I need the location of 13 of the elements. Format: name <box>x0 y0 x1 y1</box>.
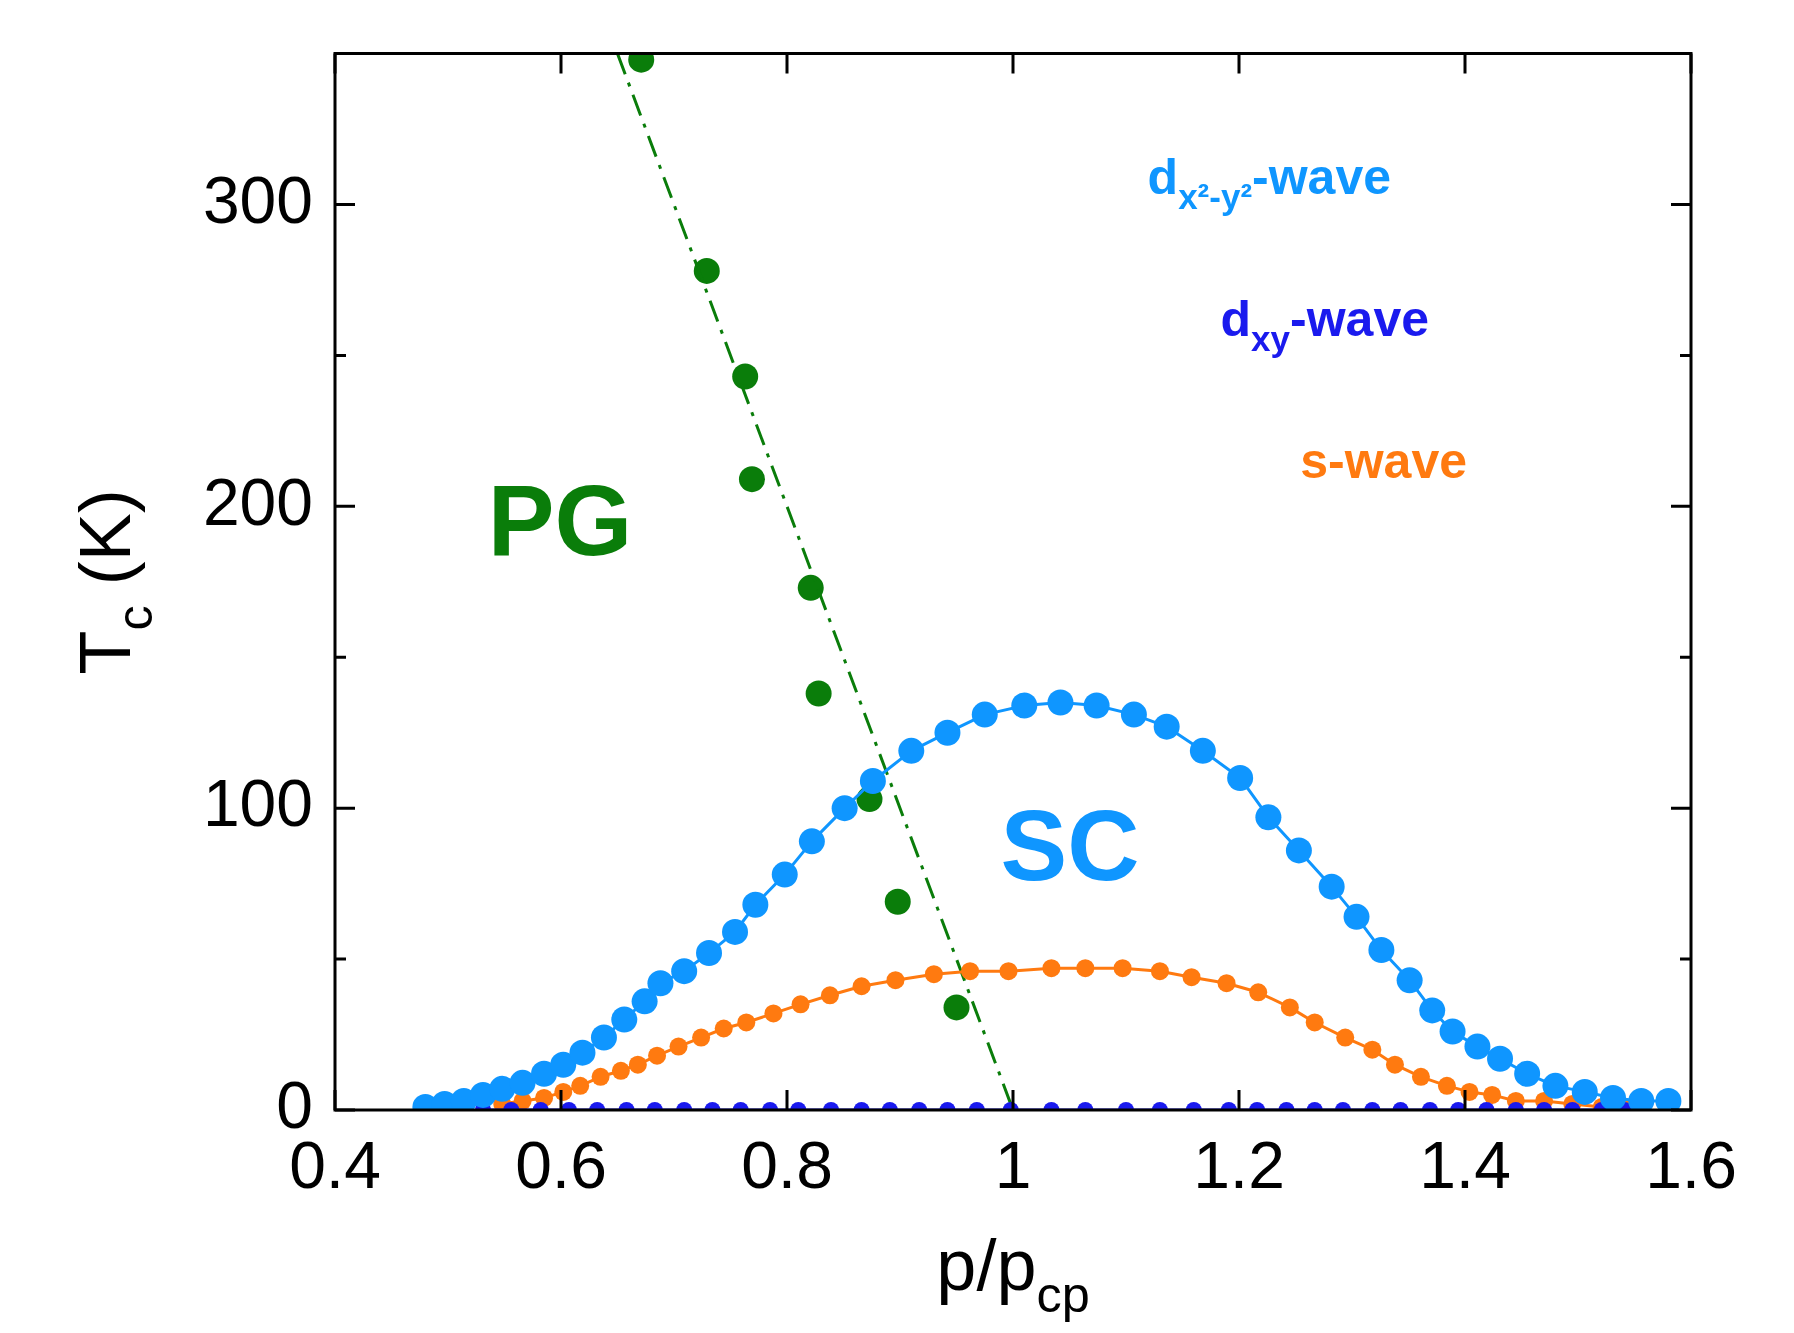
x-tick-label: 1.2 <box>1193 1127 1285 1202</box>
y-axis-title: Tc (K) <box>65 489 163 675</box>
annotation: PG <box>487 464 633 576</box>
x-tick-label: 1 <box>994 1127 1032 1202</box>
y-tick-label: 300 <box>202 162 313 237</box>
x-tick-label: 1.6 <box>1645 1127 1737 1202</box>
x-tick-label: 1.4 <box>1419 1127 1511 1202</box>
annotation: SC <box>1000 789 1140 901</box>
y-tick-label: 100 <box>202 766 313 841</box>
text: s-wave <box>1300 432 1468 489</box>
y-tick-label: 200 <box>202 464 313 539</box>
x-tick-label: 0.8 <box>741 1127 833 1202</box>
x-tick-label: 0.6 <box>515 1127 607 1202</box>
